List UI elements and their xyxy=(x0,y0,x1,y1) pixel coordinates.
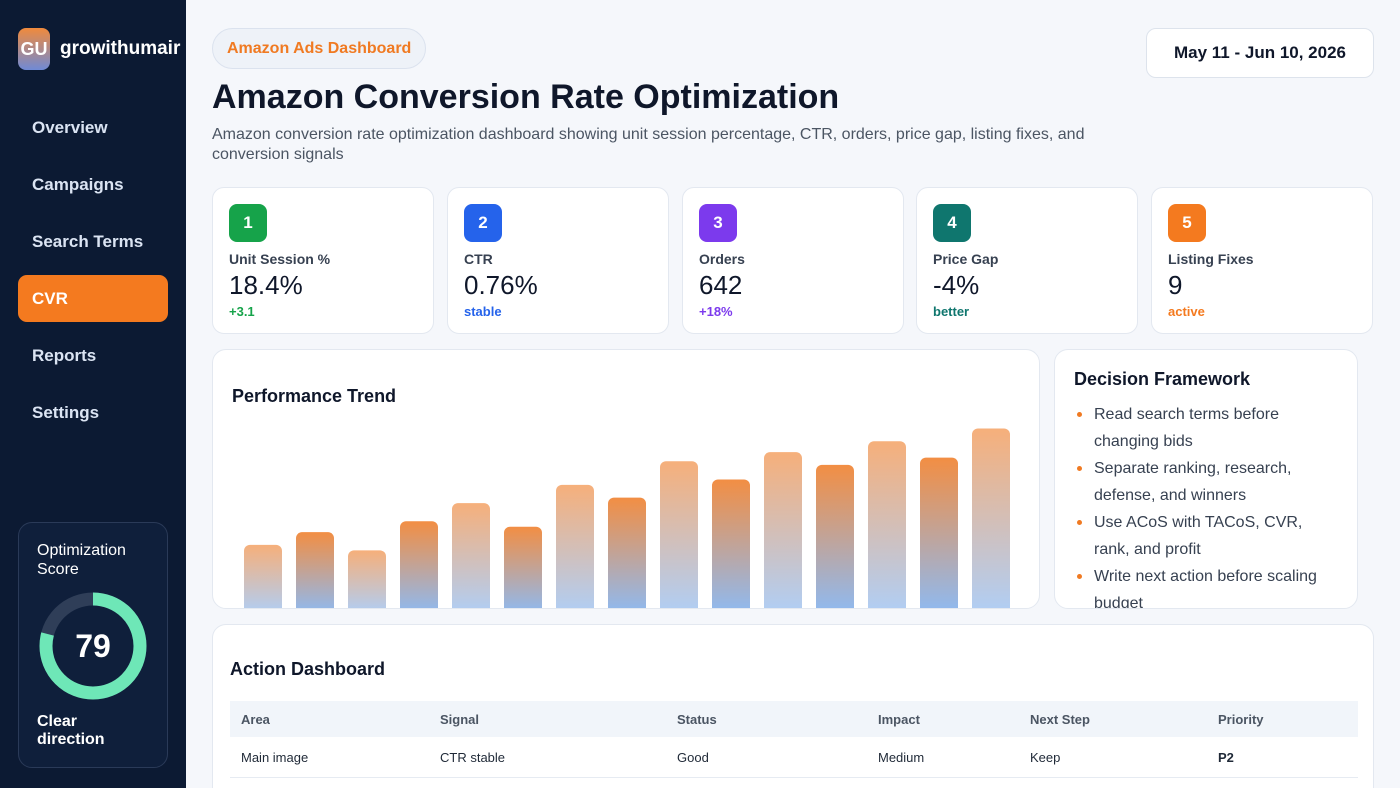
kpi-card-orders: 3 Orders 642 +18% xyxy=(682,187,904,334)
framework-item: Use ACoS with TACoS, CVR, rank, and prof… xyxy=(1074,509,1334,563)
brand-name: growithumair xyxy=(60,38,181,59)
kpi-number-badge: 3 xyxy=(699,204,737,242)
score-title: Optimization Score xyxy=(37,542,126,578)
cell-impact: Medium xyxy=(878,749,925,765)
cell-area: Main image xyxy=(241,749,309,765)
kpi-number-badge: 5 xyxy=(1168,204,1206,242)
sidebar-item-campaigns[interactable]: Campaigns xyxy=(32,174,124,194)
sidebar-nav: Overview Campaigns Search Terms CVR Repo… xyxy=(18,104,168,446)
kpi-label: Orders xyxy=(699,251,745,267)
chart-bar xyxy=(348,550,386,608)
sidebar-item-search-terms[interactable]: Search Terms xyxy=(32,231,144,251)
optimization-score-card: Optimization Score 79 Clear direction xyxy=(18,522,168,768)
sidebar-item-overview[interactable]: Overview xyxy=(32,117,108,137)
chart-bar xyxy=(920,457,958,608)
kpi-number-badge: 4 xyxy=(933,204,971,242)
sidebar-item-reports[interactable]: Reports xyxy=(32,345,97,365)
chart-bar xyxy=(972,428,1010,608)
performance-trend-chart xyxy=(244,428,1010,608)
kpi-value: 18.4% xyxy=(229,270,303,300)
kpi-card-price-gap: 4 Price Gap -4% better xyxy=(916,187,1138,334)
chart-title: Performance Trend xyxy=(232,386,397,406)
kpi-delta: better xyxy=(933,304,970,319)
framework-item: Write next action before scaling budget xyxy=(1074,563,1334,608)
kpi-card-ctr: 2 CTR 0.76% stable xyxy=(447,187,669,334)
cell-signal: CTR stable xyxy=(440,749,506,765)
column-header-impact[interactable]: Impact xyxy=(878,711,920,727)
column-header-status[interactable]: Status xyxy=(677,711,717,727)
score-ring xyxy=(39,592,147,700)
kpi-number-badge: 1 xyxy=(229,204,267,242)
kpi-delta: +3.1 xyxy=(229,304,255,319)
kpi-card-unit-session: 1 Unit Session % 18.4% +3.1 xyxy=(212,187,434,334)
kpi-label: Unit Session % xyxy=(229,251,331,267)
action-dashboard-card: Action Dashboard Area Signal Status Impa… xyxy=(212,624,1374,788)
framework-item: Read search terms before changing bids xyxy=(1074,401,1334,455)
kpi-delta: stable xyxy=(464,304,502,319)
column-header-priority[interactable]: Priority xyxy=(1218,711,1264,727)
kpi-delta: +18% xyxy=(699,304,733,319)
kpi-value: 9 xyxy=(1168,270,1183,300)
column-header-area[interactable]: Area xyxy=(241,711,270,727)
action-table: Area Signal Status Impact Next Step Prio… xyxy=(230,701,1358,778)
chart-bar xyxy=(504,526,542,608)
kpi-value: 642 xyxy=(699,270,743,300)
table-row[interactable]: Main image CTR stable Good Medium Keep P… xyxy=(230,737,1358,778)
chart-bar xyxy=(244,544,282,608)
cell-status: Good xyxy=(677,749,709,765)
sidebar-item-cvr[interactable]: CVR xyxy=(18,275,168,322)
column-header-signal[interactable]: Signal xyxy=(440,711,480,727)
chart-bar xyxy=(868,441,906,608)
column-header-next-step[interactable]: Next Step xyxy=(1030,711,1090,727)
brand[interactable]: GU growithumair xyxy=(18,28,180,70)
chart-bar xyxy=(660,461,698,608)
chart-bar xyxy=(296,532,334,608)
kpi-card-listing-fixes: 5 Listing Fixes 9 active xyxy=(1151,187,1373,334)
date-range-picker[interactable]: May 11 - Jun 10, 2026 xyxy=(1146,28,1374,78)
sidebar-item-settings[interactable]: Settings xyxy=(32,402,100,422)
dashboard-pill: Amazon Ads Dashboard xyxy=(212,28,427,69)
cell-priority: P2 xyxy=(1218,749,1234,765)
performance-trend-card: Performance Trend xyxy=(212,349,1040,609)
framework-list: Read search terms before changing bids S… xyxy=(1074,401,1334,608)
kpi-value: 0.76% xyxy=(464,270,538,300)
kpi-label: CTR xyxy=(464,251,493,267)
kpi-value: -4% xyxy=(933,270,980,300)
cell-next-step: Keep xyxy=(1030,749,1061,765)
kpi-label: Price Gap xyxy=(933,251,999,267)
chart-bar xyxy=(452,503,490,608)
kpi-delta: active xyxy=(1168,304,1205,319)
kpi-label: Listing Fixes xyxy=(1168,251,1254,267)
framework-title: Decision Framework xyxy=(1074,369,1251,389)
score-value: 79 xyxy=(75,627,111,664)
action-dashboard-title: Action Dashboard xyxy=(230,659,386,679)
framework-item: Separate ranking, research, defense, and… xyxy=(1074,455,1334,509)
chart-bar xyxy=(816,464,854,608)
kpi-number-badge: 2 xyxy=(464,204,502,242)
chart-bar xyxy=(764,452,802,608)
brand-logo: GU xyxy=(18,28,50,70)
chart-bar xyxy=(400,521,438,608)
page-title: Amazon Conversion Rate Optimization xyxy=(212,78,840,116)
page-subtitle: Amazon conversion rate optimization dash… xyxy=(212,126,1085,163)
sidebar: GU growithumair Overview Campaigns Searc… xyxy=(0,0,186,788)
chart-bar xyxy=(608,497,646,608)
table-header: Area Signal Status Impact Next Step Prio… xyxy=(230,701,1358,737)
score-label: Clear direction xyxy=(37,713,105,748)
chart-bar xyxy=(556,484,594,608)
decision-framework-card: Decision Framework Read search terms bef… xyxy=(1054,349,1358,609)
chart-bar xyxy=(712,479,750,608)
score-arc xyxy=(39,592,147,700)
